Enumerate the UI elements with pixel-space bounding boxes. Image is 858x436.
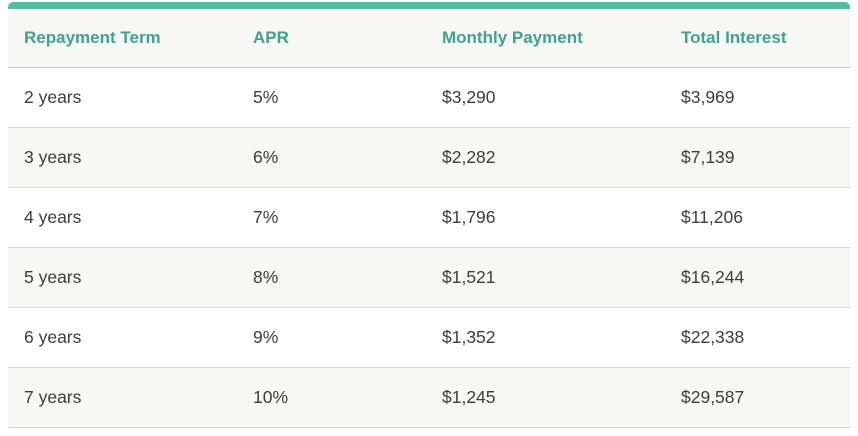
cell-monthly-payment: $1,521 (426, 247, 665, 308)
header-cell-monthly-payment: Monthly Payment (426, 9, 665, 68)
cell-total-interest: $3,969 (665, 67, 850, 128)
cell-total-interest: $29,587 (665, 367, 850, 428)
repayment-table: Repayment Term APR Monthly Payment Total… (8, 9, 850, 428)
table-row: 3 years 6% $2,282 $7,139 (8, 127, 850, 188)
cell-term: 4 years (8, 187, 237, 248)
table-row: 2 years 5% $3,290 $3,969 (8, 67, 850, 128)
accent-bar (8, 2, 850, 9)
cell-apr: 7% (237, 187, 426, 248)
cell-total-interest: $16,244 (665, 247, 850, 308)
cell-apr: 8% (237, 247, 426, 308)
cell-term: 5 years (8, 247, 237, 308)
table-row: 7 years 10% $1,245 $29,587 (8, 367, 850, 428)
cell-monthly-payment: $1,796 (426, 187, 665, 248)
table-row: 6 years 9% $1,352 $22,338 (8, 307, 850, 368)
cell-total-interest: $11,206 (665, 187, 850, 248)
header-cell-total-interest: Total Interest (665, 9, 850, 68)
table-row: 5 years 8% $1,521 $16,244 (8, 247, 850, 308)
cell-term: 7 years (8, 367, 237, 428)
cell-apr: 10% (237, 367, 426, 428)
cell-term: 3 years (8, 127, 237, 188)
loan-comparison-table: Repayment Term APR Monthly Payment Total… (8, 2, 850, 428)
table-row: 4 years 7% $1,796 $11,206 (8, 187, 850, 248)
cell-apr: 5% (237, 67, 426, 128)
cell-monthly-payment: $2,282 (426, 127, 665, 188)
cell-term: 2 years (8, 67, 237, 128)
cell-term: 6 years (8, 307, 237, 368)
cell-monthly-payment: $1,352 (426, 307, 665, 368)
cell-monthly-payment: $1,245 (426, 367, 665, 428)
table-header-row: Repayment Term APR Monthly Payment Total… (8, 9, 850, 68)
header-cell-repayment-term: Repayment Term (8, 9, 237, 68)
cell-apr: 6% (237, 127, 426, 188)
header-cell-apr: APR (237, 9, 426, 68)
cell-total-interest: $7,139 (665, 127, 850, 188)
cell-total-interest: $22,338 (665, 307, 850, 368)
cell-monthly-payment: $3,290 (426, 67, 665, 128)
cell-apr: 9% (237, 307, 426, 368)
